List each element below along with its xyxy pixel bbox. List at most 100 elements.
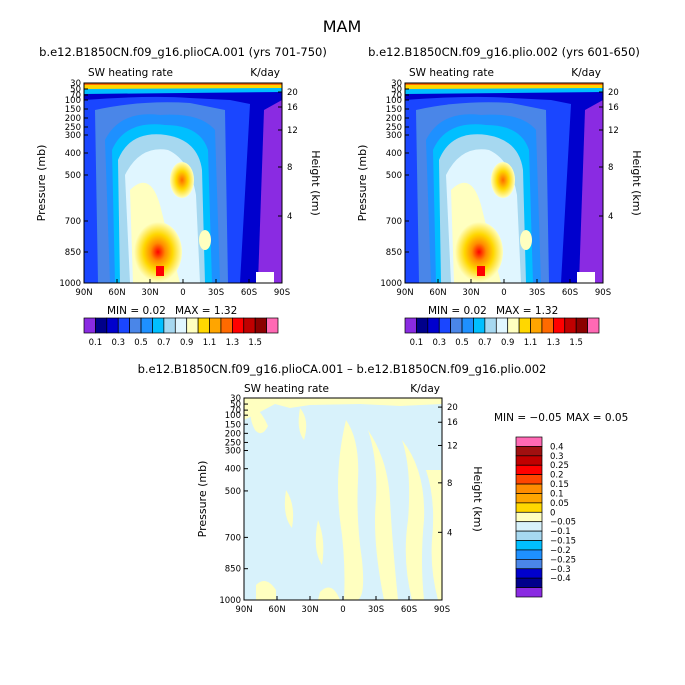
y2-tick-label: 4 [287,212,292,222]
colorbar-label: 0.4 [550,442,564,452]
y-tick-label: 850 [225,565,241,575]
colorbar-swatch [404,317,417,334]
units-label: K/day [410,383,440,395]
x-tick-label: 0 [501,288,506,298]
colorbar-swatch [83,317,96,334]
x-tick-label: 60N [429,288,446,298]
y-tick-label: 500 [65,171,81,181]
heatmap-field [244,398,442,600]
y2-tick-label: 20 [447,403,458,413]
colorbar-swatch [515,474,543,485]
x-tick-label: 30S [529,288,545,298]
colorbar-swatch [152,317,165,334]
colorbar-swatch [106,317,119,334]
colorbar-label: 0.9 [501,338,515,348]
colorbar-swatch [243,317,256,334]
y-tick-label: 100 [65,96,81,106]
panel-1: b.e12.B1850CN.f09_g16.plioCA.001 (yrs 70… [35,45,327,348]
colorbar-swatch [174,317,188,334]
y-tick-label: 700 [386,217,402,227]
variable-label: SW heating rate [88,67,173,79]
y2-tick-label: 8 [287,163,292,173]
y-tick-label: 50 [391,85,402,95]
colorbar-label: 1.1 [203,338,217,348]
y-tick-label: 50 [70,85,81,95]
colorbar-swatch [515,511,543,523]
colorbar-swatch [163,317,176,334]
y-tick-label: 70 [230,406,241,416]
heatmap-field [405,83,603,283]
y-tick-label: 100 [225,411,241,421]
max-label: MAX = 0.05 [566,412,628,424]
colorbar-swatch [515,521,543,532]
panel-title: b.e12.B1850CN.f09_g16.plioCA.001 – b.e12… [138,362,547,376]
y-tick-label: 200 [386,114,402,124]
colorbar-swatch [473,317,486,334]
colorbar-label: 1.1 [524,338,538,348]
y-tick-label: 500 [225,487,241,497]
y-tick-label: 700 [65,217,81,227]
colorbar-label: −0.4 [550,574,571,584]
figure-title: MAM [323,17,362,36]
y-axis-label: Pressure (mb) [35,145,48,222]
colorbar-swatch [587,317,600,334]
y2-axis-label: Height (km) [630,150,643,216]
y-tick-label: 30 [70,79,81,89]
colorbar-swatch [461,317,474,334]
panel-3: b.e12.B1850CN.f09_g16.plioCA.001 – b.e12… [138,362,629,615]
y2-axis-label: Height (km) [471,466,484,532]
y-tick-label: 850 [386,248,402,258]
colorbar-swatch [515,540,543,551]
colorbar-label: −0.05 [550,518,576,528]
y-tick-label: 200 [65,114,81,124]
colorbar-swatch [515,568,543,579]
heatmap-field [84,83,282,283]
x-tick-label: 30N [141,288,158,298]
y2-tick-label: 16 [447,418,458,428]
min-label: MIN = 0.02 [107,305,166,317]
y-tick-label: 250 [225,438,241,448]
colorbar-swatch [515,587,543,598]
colorbar-swatch [515,502,543,513]
colorbar-swatch [515,436,543,447]
colorbar-label: 0.3 [550,452,564,462]
colorbar-swatch [197,317,210,334]
x-tick-label: 30N [301,605,318,615]
panel-2: b.e12.B1850CN.f09_g16.plio.002 (yrs 601-… [356,45,643,348]
y2-axis-label: Height (km) [309,150,322,216]
y-tick-label: 30 [230,394,241,404]
y2-tick-label: 8 [447,479,452,489]
colorbar-label: 0.15 [550,480,569,490]
max-label: MAX = 1.32 [175,305,237,317]
min-label: MIN = −0.05 [494,412,562,424]
colorbar-swatch [186,317,199,334]
y2-tick-label: 16 [287,103,298,113]
colorbar-swatch [553,317,566,334]
y-tick-label: 50 [230,400,241,410]
colorbar-swatch [450,317,463,334]
colorbar-swatch [515,559,543,570]
colorbar-label: 0.3 [432,338,446,348]
colorbar-swatch [515,455,543,466]
y-tick-label: 1000 [380,279,402,289]
colorbar-swatch [530,317,543,334]
y-tick-label: 850 [65,248,81,258]
x-tick-label: 60N [268,605,285,615]
panel-title: b.e12.B1850CN.f09_g16.plioCA.001 (yrs 70… [39,45,327,59]
y-axis-label: Pressure (mb) [196,461,209,538]
colorbar-label: −0.1 [550,527,571,537]
x-tick-label: 90N [235,605,252,615]
colorbar-swatch [427,317,440,334]
x-tick-label: 60S [241,288,257,298]
colorbar-label: 0.2 [550,471,564,481]
colorbar-label: 0 [550,508,555,518]
colorbar-label: −0.3 [550,565,571,575]
colorbar-label: 0.7 [478,338,492,348]
colorbar-swatch [507,317,520,334]
colorbar-label: −0.15 [550,537,576,547]
y2-tick-label: 20 [287,88,298,98]
units-label: K/day [250,67,280,79]
y2-tick-label: 8 [608,163,613,173]
colorbar-swatch [515,530,543,541]
colorbar-swatch [515,493,543,504]
